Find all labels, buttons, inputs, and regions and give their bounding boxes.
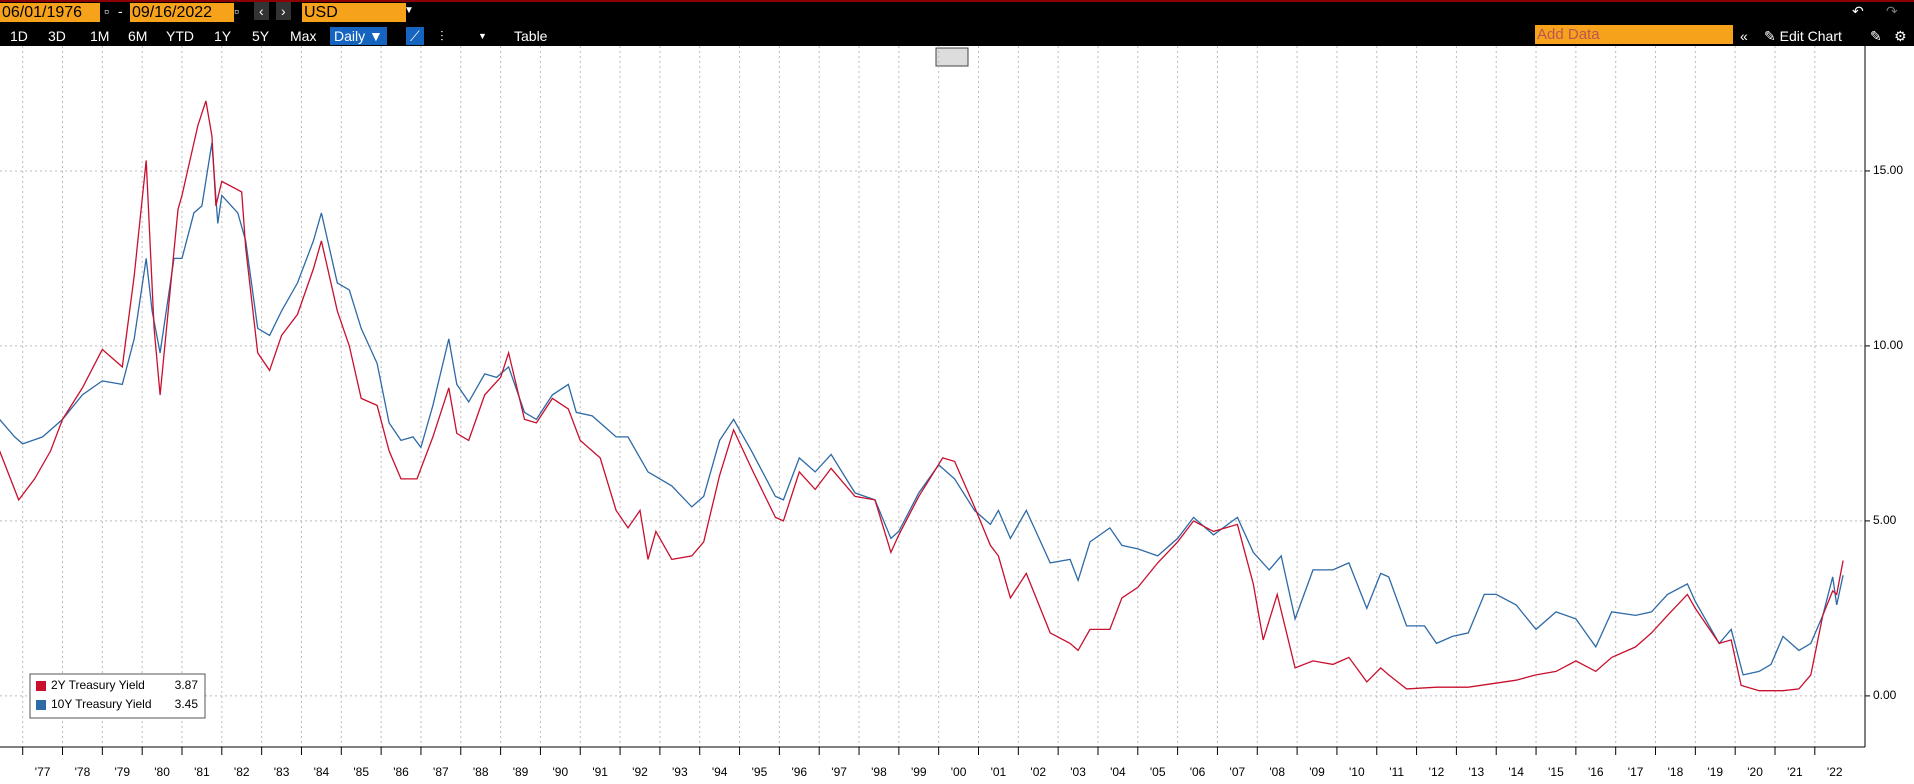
edit-chart-label: Edit Chart xyxy=(1779,28,1842,44)
x-tick-label: '79 xyxy=(114,765,130,779)
legend: 2Y Treasury Yield 3.87 10Y Treasury Yield 3… xyxy=(29,673,206,719)
x-tick-label: '98 xyxy=(871,765,887,779)
x-tick-label: '08 xyxy=(1269,765,1285,779)
legend-value: 3.45 xyxy=(175,697,199,711)
range-button[interactable]: 3D xyxy=(48,28,66,44)
x-tick-label: '18 xyxy=(1668,765,1684,779)
x-tick-label: '88 xyxy=(473,765,489,779)
x-tick-label: '01 xyxy=(991,765,1007,779)
y-tick-label: 15.00 xyxy=(1873,163,1903,177)
calendar-icon[interactable]: ▫ xyxy=(104,3,109,19)
y-tick-label: 5.00 xyxy=(1873,513,1897,527)
x-tick-label: '03 xyxy=(1070,765,1086,779)
toolbar-row: Daily ▼ ⟋ ⫶ ▼ Table Add Data « ✎ Edit Ch… xyxy=(0,25,1914,46)
x-tick-label: '83 xyxy=(274,765,290,779)
x-tick-label: '02 xyxy=(1030,765,1046,779)
x-tick-label: '17 xyxy=(1628,765,1644,779)
legend-box xyxy=(29,673,206,719)
x-tick-label: '97 xyxy=(831,765,847,779)
range-button[interactable]: 1D xyxy=(10,28,28,44)
start-date[interactable]: 06/01/1976 xyxy=(0,3,100,22)
currency[interactable]: USD xyxy=(302,3,406,22)
x-tick-label: '13 xyxy=(1468,765,1484,779)
x-tick-label: '95 xyxy=(752,765,768,779)
x-tick-label: '19 xyxy=(1707,765,1723,779)
series-line xyxy=(0,100,1844,692)
edit-icon[interactable]: ✎ xyxy=(1870,28,1882,44)
x-tick-label: '06 xyxy=(1190,765,1206,779)
range-button[interactable]: 1Y xyxy=(214,28,232,44)
x-tick-label: '93 xyxy=(672,765,688,779)
y-tick-label: 10.00 xyxy=(1873,338,1903,352)
bar-icon[interactable]: ⫶ xyxy=(440,28,444,44)
dash: - xyxy=(118,3,123,19)
next[interactable]: › xyxy=(276,2,291,20)
x-tick-label: '15 xyxy=(1548,765,1564,779)
x-tick-label: '22 xyxy=(1827,765,1843,779)
end-date[interactable]: 09/16/2022 xyxy=(130,3,234,22)
x-tick-label: '92 xyxy=(632,765,648,779)
range-button[interactable]: Max xyxy=(290,28,317,44)
add-data[interactable]: Add Data xyxy=(1535,25,1733,44)
y-tick-label: 0.00 xyxy=(1873,688,1897,702)
legend-label: 10Y Treasury Yield xyxy=(51,697,152,711)
x-tick-label: '05 xyxy=(1150,765,1166,779)
redo[interactable]: ↷ xyxy=(1886,3,1898,19)
x-tick-label: '82 xyxy=(234,765,250,779)
range-button[interactable]: YTD xyxy=(166,28,194,44)
x-tick-label: '07 xyxy=(1230,765,1246,779)
range-button[interactable]: 6M xyxy=(128,28,148,44)
prev[interactable]: ‹ xyxy=(254,2,269,20)
x-tick-label: '90 xyxy=(553,765,569,779)
legend-label: 2Y Treasury Yield xyxy=(51,678,145,692)
settings[interactable]: ⚙ xyxy=(1894,28,1907,44)
x-tick-label: '00 xyxy=(951,765,967,779)
x-tick-label: '10 xyxy=(1349,765,1365,779)
x-tick-label: '12 xyxy=(1429,765,1445,779)
x-tick-label: '84 xyxy=(314,765,330,779)
x-tick-label: '14 xyxy=(1508,765,1524,779)
x-tick-label: '85 xyxy=(353,765,369,779)
toolbar-row: 06/01/1976 ▫ - 09/16/2022 ▫ ‹ › USD ▼ ↶ … xyxy=(0,2,1914,23)
toolbar: 06/01/1976 ▫ - 09/16/2022 ▫ ‹ › USD ▼ ↶ … xyxy=(0,0,1914,46)
frequency[interactable]: Daily ▼ xyxy=(330,27,387,45)
legend-value: 3.87 xyxy=(175,678,199,692)
x-tick-label: '99 xyxy=(911,765,927,779)
x-tick-label: '81 xyxy=(194,765,210,779)
series-line xyxy=(0,142,1844,676)
range-button[interactable]: 1M xyxy=(90,28,110,44)
legend-swatch xyxy=(36,700,46,710)
range-button[interactable]: 5Y xyxy=(252,28,270,44)
line-icon[interactable]: ⟋ xyxy=(406,27,424,45)
x-tick-label: '09 xyxy=(1309,765,1325,779)
x-tick-label: '80 xyxy=(154,765,170,779)
x-tick-label: '89 xyxy=(513,765,529,779)
chart: 0.00 5.00 10.00 15.00 '77 '78 '79 '80 '81 '82 '83 '… xyxy=(0,46,1903,779)
dropdown[interactable]: ▼ xyxy=(478,31,487,41)
collapse[interactable]: « xyxy=(1740,28,1748,44)
x-tick-label: '21 xyxy=(1787,765,1803,779)
x-tick-label: '11 xyxy=(1389,765,1404,779)
x-tick-label: '20 xyxy=(1747,765,1763,779)
chart-type-icon[interactable] xyxy=(935,47,969,67)
x-tick-label: '16 xyxy=(1588,765,1604,779)
x-tick-label: '94 xyxy=(712,765,728,779)
x-tick-label: '78 xyxy=(75,765,91,779)
x-tick-label: '04 xyxy=(1110,765,1126,779)
calendar-icon[interactable]: ▫ xyxy=(234,3,239,19)
x-tick-label: '77 xyxy=(35,765,51,779)
table-button[interactable]: Table xyxy=(514,28,548,44)
undo[interactable]: ↶ xyxy=(1852,3,1864,19)
x-tick-label: '87 xyxy=(433,765,449,779)
legend-swatch xyxy=(36,681,46,691)
x-tick-label: '86 xyxy=(393,765,409,779)
x-tick-label: '96 xyxy=(791,765,807,779)
x-tick-label: '91 xyxy=(592,765,608,779)
dropdown[interactable]: ▼ xyxy=(404,5,414,16)
edit-chart[interactable]: ✎ Edit Chart xyxy=(1764,28,1842,44)
